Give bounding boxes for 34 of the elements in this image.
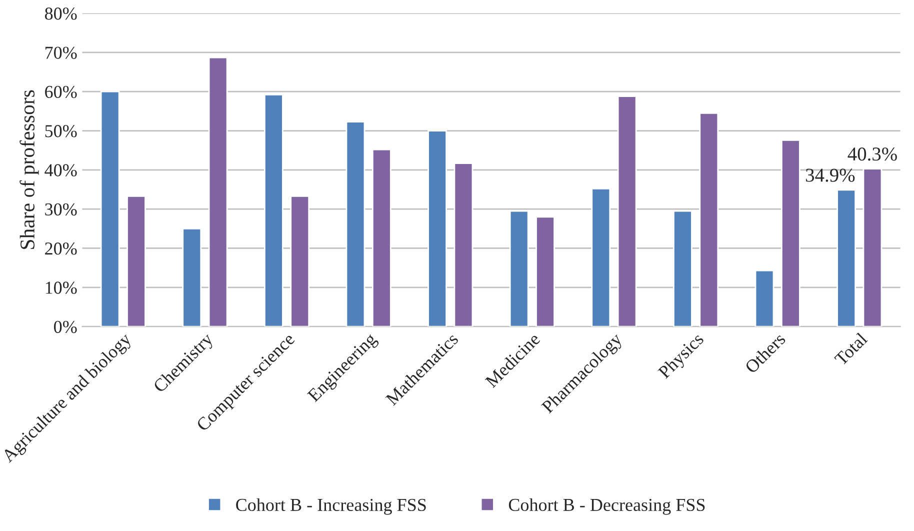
y-tick-label: 80% xyxy=(44,8,77,20)
bar xyxy=(754,270,774,327)
bar xyxy=(454,162,474,327)
bar xyxy=(290,195,310,327)
data-label: 34.9% xyxy=(806,168,855,182)
y-tick-label: 20% xyxy=(45,242,77,255)
bar xyxy=(264,94,284,327)
bar xyxy=(509,210,529,327)
bar xyxy=(126,195,146,327)
bar xyxy=(862,168,882,327)
y-axis-title: Share of professors xyxy=(20,90,39,249)
y-tick-label: 70% xyxy=(45,46,77,59)
bar xyxy=(536,216,555,327)
legend-label: Cohort B - Increasing FSS xyxy=(236,498,426,515)
bar xyxy=(591,188,611,327)
bar xyxy=(836,189,856,327)
data-label: 40.3% xyxy=(848,148,897,161)
y-tick-label: 50% xyxy=(45,125,77,138)
legend-label: Cohort B - Decreasing FSS xyxy=(508,498,705,515)
y-tick-label: 40% xyxy=(44,164,77,176)
bar xyxy=(428,130,447,327)
bar xyxy=(780,139,800,327)
bar xyxy=(182,228,202,327)
y-tick-label: 0% xyxy=(54,320,77,334)
bar xyxy=(617,96,637,327)
bar xyxy=(100,90,120,327)
y-tick-label: 60% xyxy=(45,86,77,98)
bar xyxy=(673,210,692,327)
bar xyxy=(699,112,719,327)
bar xyxy=(208,56,228,327)
y-tick-label: 30% xyxy=(45,203,77,216)
bar xyxy=(346,121,366,327)
y-tick-label: 10% xyxy=(46,282,77,294)
bar xyxy=(372,148,392,327)
